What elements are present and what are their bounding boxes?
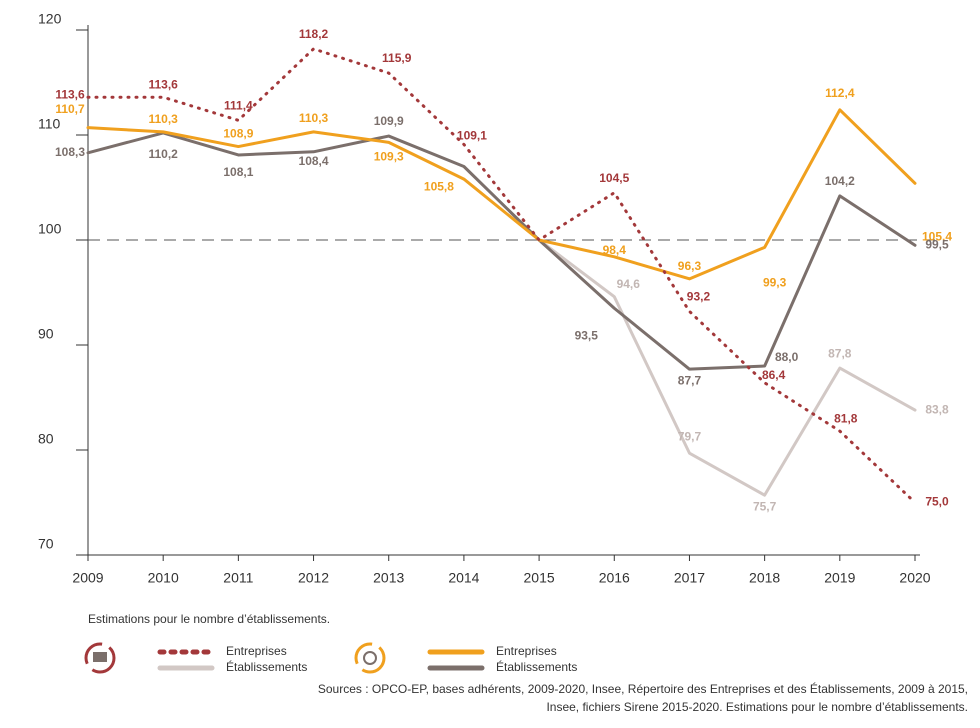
- y-tick-label: 110: [38, 116, 61, 132]
- value-label: 75,0: [925, 495, 949, 509]
- line: [86, 108, 917, 281]
- line: [86, 131, 917, 371]
- legend-label: Entreprises: [226, 644, 287, 658]
- x-tick-label: 2018: [749, 570, 780, 586]
- value-label: 105,8: [424, 179, 454, 193]
- value-label: 104,5: [599, 171, 629, 185]
- line: [86, 47, 917, 504]
- legend-icon: [363, 651, 377, 665]
- value-label: 88,0: [775, 350, 799, 364]
- y-tick-label: 90: [38, 326, 54, 342]
- value-label: 108,3: [55, 145, 85, 159]
- value-label: 109,9: [374, 114, 404, 128]
- y-tick-label: 120: [38, 11, 62, 27]
- sources: Insee, fichiers Sirene 2015-2020. Estima…: [546, 700, 968, 714]
- value-label: 81,8: [834, 411, 858, 425]
- x-tick-label: 2017: [674, 570, 705, 586]
- y-tick-label: 80: [38, 431, 54, 447]
- x-tick-label: 2015: [524, 570, 555, 586]
- value-label: 111,4: [224, 98, 253, 112]
- value-label: 93,5: [575, 328, 599, 342]
- value-label: 112,4: [825, 86, 855, 100]
- value-label: 104,2: [825, 174, 855, 188]
- legend-label: Entreprises: [496, 644, 557, 658]
- value-label: 98,4: [603, 243, 627, 257]
- value-label: 83,8: [925, 402, 949, 416]
- value-label: 94,6: [617, 277, 641, 291]
- value-label: 87,7: [678, 373, 702, 387]
- value-label: 99,3: [763, 276, 787, 290]
- line: [537, 238, 917, 497]
- legend-icons: [84, 642, 386, 674]
- value-label: 75,7: [753, 499, 777, 513]
- legend-icon: [93, 652, 107, 662]
- value-label: 118,2: [299, 27, 329, 41]
- x-tick-label: 2019: [824, 570, 855, 586]
- value-label: 113,6: [55, 87, 85, 101]
- x-tick-label: 2016: [599, 570, 630, 586]
- value-label: 96,3: [678, 259, 702, 273]
- value-label: 113,6: [148, 77, 178, 91]
- value-label: 110,3: [299, 111, 329, 125]
- value-label: 86,4: [762, 368, 786, 382]
- value-label: 115,9: [382, 51, 412, 65]
- y-tick-label: 100: [38, 221, 62, 237]
- x-tick-label: 2011: [223, 570, 253, 586]
- value-label: 99,5: [925, 237, 949, 251]
- value-label: 109,1: [457, 129, 487, 143]
- y-tick-label: 70: [38, 536, 54, 552]
- value-label: 108,9: [223, 127, 253, 141]
- x-tick-label: 2010: [148, 570, 179, 586]
- value-label: 105,4: [922, 229, 952, 243]
- value-label: 110,3: [148, 112, 178, 126]
- note: Estimations pour le nombre d’établisseme…: [88, 612, 330, 626]
- value-label: 110,7: [55, 102, 85, 116]
- value-label: 110,2: [148, 147, 178, 161]
- legend-label: Établissements: [226, 659, 307, 674]
- x-tick-label: 2013: [373, 570, 404, 586]
- value-label: 108,1: [223, 165, 253, 179]
- x-tick-label: 2014: [448, 570, 479, 586]
- x-tick-label: 2012: [298, 570, 329, 586]
- x-tick-label: 2009: [72, 570, 103, 586]
- x-tick-label: 2020: [899, 570, 930, 586]
- legend-label: Établissements: [496, 659, 577, 674]
- legend-icon: [354, 642, 386, 674]
- legend-icon: [84, 642, 116, 674]
- value-label: 108,4: [299, 154, 329, 168]
- value-label: 93,2: [687, 290, 711, 304]
- value-label: 109,3: [374, 150, 404, 164]
- value-label: 87,8: [828, 346, 852, 360]
- value-label: 79,7: [678, 429, 702, 443]
- sources: Sources : OPCO-EP, bases adhérents, 2009…: [318, 681, 968, 696]
